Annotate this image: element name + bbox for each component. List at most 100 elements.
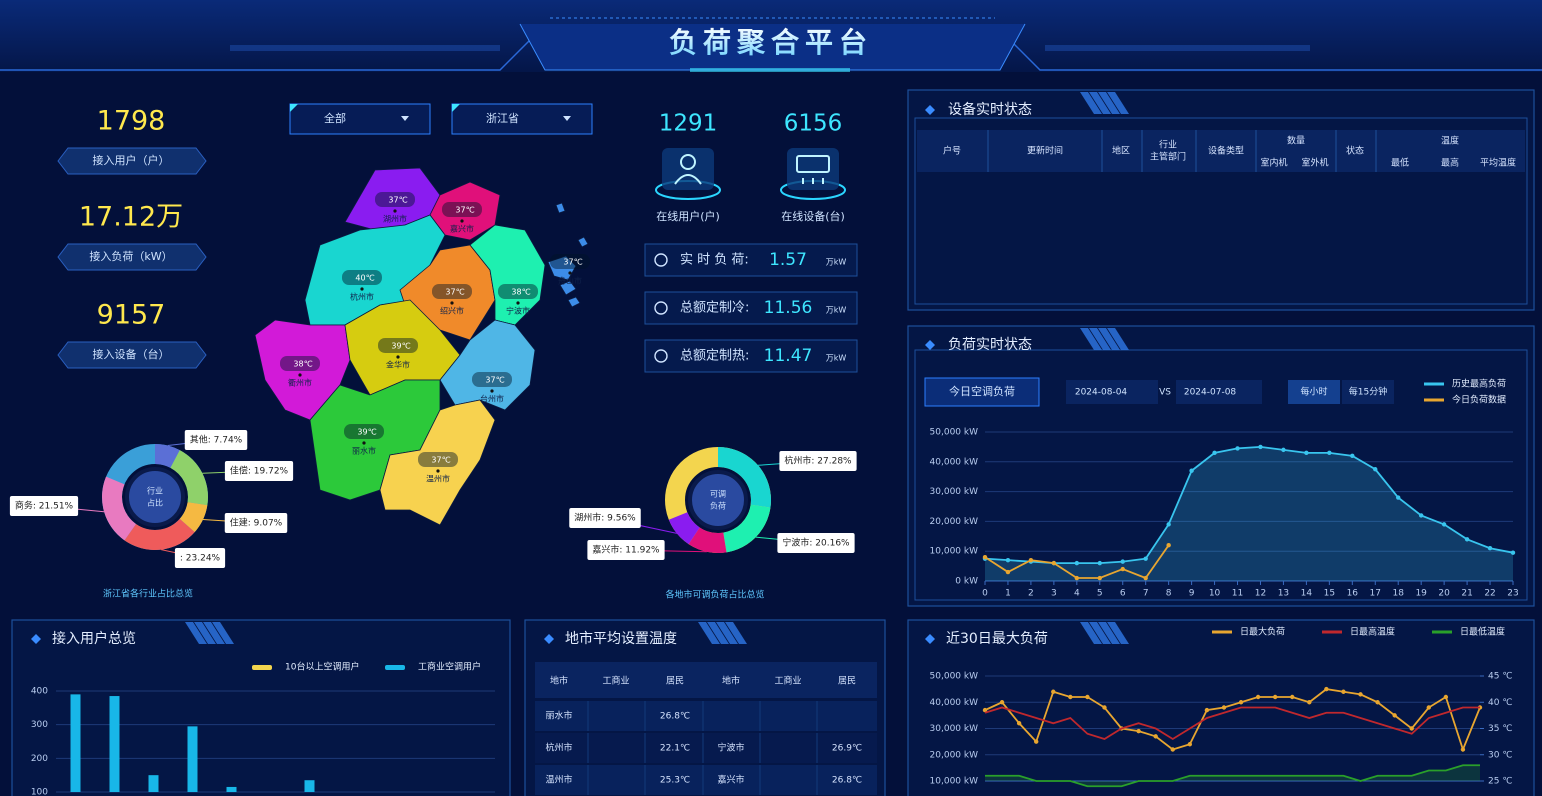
map-region[interactable] — [469, 224, 546, 326]
panel-title: 地市平均设置温度 — [565, 630, 677, 647]
title-stripe — [1107, 328, 1129, 350]
filter-value[interactable]: 浙江省 — [486, 112, 519, 125]
temp-badge — [472, 372, 512, 387]
bar — [304, 780, 315, 792]
granularity-label[interactable]: 每15分钟 — [1349, 386, 1387, 398]
map-region[interactable] — [547, 202, 589, 308]
filter-arrow[interactable] — [563, 116, 571, 121]
pie-slice — [155, 444, 180, 468]
x-tick-label: 22 — [1484, 589, 1495, 599]
series-point — [982, 707, 988, 713]
y-tick-label: 50,000 kW — [930, 672, 979, 682]
table-head: 更新时间 — [1027, 145, 1063, 157]
title-stripe — [185, 622, 207, 644]
title-stripe — [698, 622, 720, 644]
legend-label: 今日负荷数据 — [1452, 394, 1506, 406]
series-point — [1373, 467, 1378, 472]
title-stripe — [1080, 622, 1102, 644]
online-label: 在线用户(户) — [656, 209, 720, 223]
x-tick-label: 16 — [1347, 589, 1359, 599]
region-name: 金华市 — [386, 360, 410, 370]
granularity-label[interactable]: 每小时 — [1300, 386, 1327, 398]
map-region[interactable] — [254, 319, 351, 421]
x-tick-label: 8 — [1166, 589, 1172, 599]
series-point — [999, 700, 1005, 705]
table-cell: 宁波市 — [717, 742, 744, 754]
date-text[interactable]: 2024-08-04 — [1075, 388, 1128, 398]
x-tick-label: 18 — [1392, 589, 1404, 599]
legend-label: 10台以上空调用户 — [285, 661, 359, 673]
title-stripe — [707, 622, 729, 644]
capacity-label: 总额定制热: — [680, 349, 749, 364]
x-tick-label: 4 — [1074, 589, 1080, 599]
series-point — [1005, 569, 1011, 575]
series-point — [1034, 739, 1039, 744]
region-temp: 37℃ — [445, 288, 464, 297]
region-dot — [460, 219, 464, 223]
series-point — [1350, 453, 1355, 459]
series-line — [985, 764, 1480, 788]
series-point — [1487, 546, 1493, 551]
tab-button[interactable] — [924, 377, 1040, 407]
capacity-value: 11.47 — [764, 346, 813, 366]
series-point — [1327, 450, 1332, 456]
stat-value: 1798 — [97, 106, 166, 137]
pie-slice — [124, 518, 195, 550]
region-name: 宁波市 — [506, 306, 530, 316]
date-picker[interactable] — [1176, 380, 1262, 404]
series-point — [1460, 747, 1466, 752]
region-temp: 37℃ — [388, 196, 407, 205]
filter-select[interactable] — [289, 103, 431, 135]
map-region[interactable] — [429, 181, 501, 241]
region-name: 嘉兴市 — [450, 224, 474, 234]
date-text[interactable]: 2024-07-08 — [1184, 388, 1237, 398]
series-point — [1028, 557, 1034, 563]
pie-label: 杭州市: 27.28% — [784, 455, 852, 467]
capacity-icon — [654, 301, 668, 315]
series-point — [1307, 700, 1312, 705]
table-row — [535, 701, 877, 731]
table-cell: 嘉兴市 — [717, 774, 744, 786]
series-point — [1255, 694, 1261, 700]
title-stripe — [212, 622, 234, 644]
filter-value[interactable]: 全部 — [324, 111, 346, 125]
granularity-button[interactable] — [1288, 380, 1340, 404]
date-picker[interactable] — [1066, 380, 1158, 404]
granularity-button[interactable] — [1342, 380, 1394, 404]
stat-label: 接入设备（台） — [93, 347, 170, 361]
series-point — [1051, 689, 1056, 694]
series-point — [1189, 468, 1194, 473]
region-dot — [516, 301, 520, 305]
filter-arrow[interactable] — [401, 116, 409, 121]
title-icon — [925, 105, 935, 115]
region-name: 舟山市 — [558, 276, 582, 286]
filter-select[interactable] — [451, 103, 593, 135]
legend-label: 日最大负荷 — [1240, 626, 1285, 638]
region-dot — [568, 271, 572, 275]
pie-label: 湖州市: 9.56% — [574, 512, 636, 524]
pie-label: 其他: 7.74% — [190, 434, 243, 446]
series-point — [1426, 705, 1431, 710]
series-point — [1204, 707, 1210, 713]
tab-label[interactable]: 今日空调负荷 — [949, 384, 1015, 398]
region-name: 湖州市 — [383, 214, 407, 224]
capacity-unit: 万kW — [826, 354, 847, 363]
y-tick-label: 40,000 kW — [930, 457, 979, 467]
table-head: 居民 — [666, 676, 684, 687]
pie-center-label: 行业 — [147, 486, 163, 496]
region-name: 杭州市 — [350, 292, 374, 302]
series-point — [1212, 450, 1217, 456]
series-point — [1258, 444, 1263, 450]
table-header — [535, 662, 877, 698]
series-point — [1074, 575, 1080, 581]
temp-badge — [550, 254, 590, 269]
table-cell: 26.8℃ — [660, 712, 690, 722]
temp-badge — [375, 192, 415, 207]
series-point — [1166, 543, 1171, 548]
table-head: 户号 — [943, 145, 961, 157]
region-temp: 40℃ — [355, 274, 374, 283]
map-region[interactable] — [379, 399, 496, 526]
series-point — [1120, 566, 1125, 572]
region-dot — [436, 469, 440, 473]
temp-badge — [280, 356, 320, 371]
